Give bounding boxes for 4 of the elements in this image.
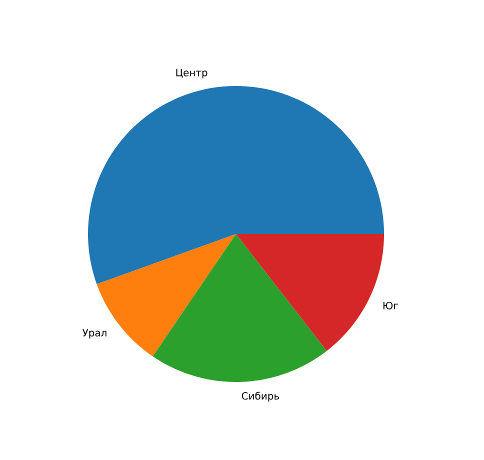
slice-label: Сибирь — [242, 392, 279, 402]
slice-label: Юг — [383, 302, 398, 310]
slice-label: Центр — [176, 68, 208, 78]
slice-label: Урал — [82, 329, 106, 338]
